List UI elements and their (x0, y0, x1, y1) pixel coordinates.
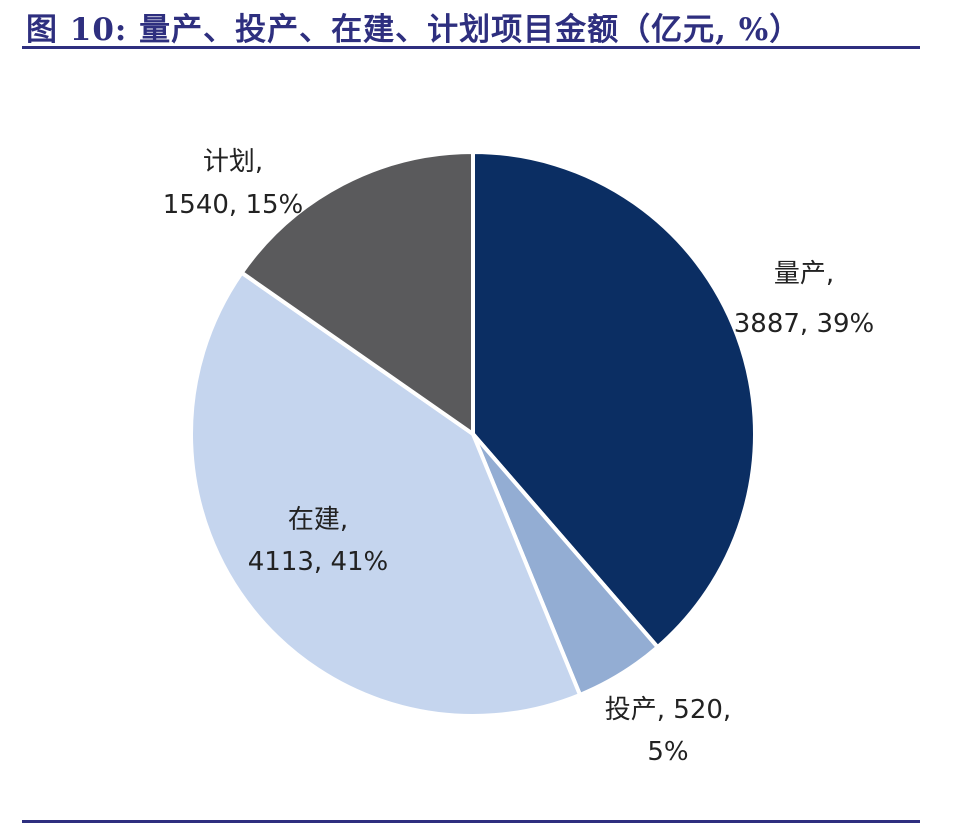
slice-label-4: 计划, 1540, 15% (163, 147, 304, 220)
slice-label-line: 5% (647, 737, 688, 767)
slice-label-line: 量产, (774, 259, 834, 289)
slice-label-line: 1540, 15% (163, 190, 304, 220)
slice-label-3: 在建, 4113, 41% (248, 505, 389, 577)
slice-label-line: 投产, 520, (605, 695, 731, 725)
bottom-rule (22, 820, 920, 823)
pie-slices (189, 150, 757, 718)
pie-slice-1 (471, 150, 757, 650)
pie-slice-4 (239, 150, 475, 436)
pie-labels: 量产, 3887, 39% 投产, 520, 5% 在建, 4113, 41% 计划, 154… (163, 147, 875, 767)
slice-label-line: 计划, (203, 147, 263, 177)
figure-title: 图 10: 量产、投产、在建、计划项目金额（亿元, %） (26, 12, 802, 48)
slice-label-line: 4113, 41% (248, 547, 389, 577)
slice-label-line: 3887, 39% (734, 309, 875, 339)
slice-label-1: 量产, 3887, 39% (734, 259, 875, 339)
pie-slice-3 (189, 270, 582, 718)
slice-label-2: 投产, 520, 5% (605, 695, 731, 767)
slice-label-line: 在建, (288, 505, 348, 535)
title-underline (22, 46, 920, 49)
